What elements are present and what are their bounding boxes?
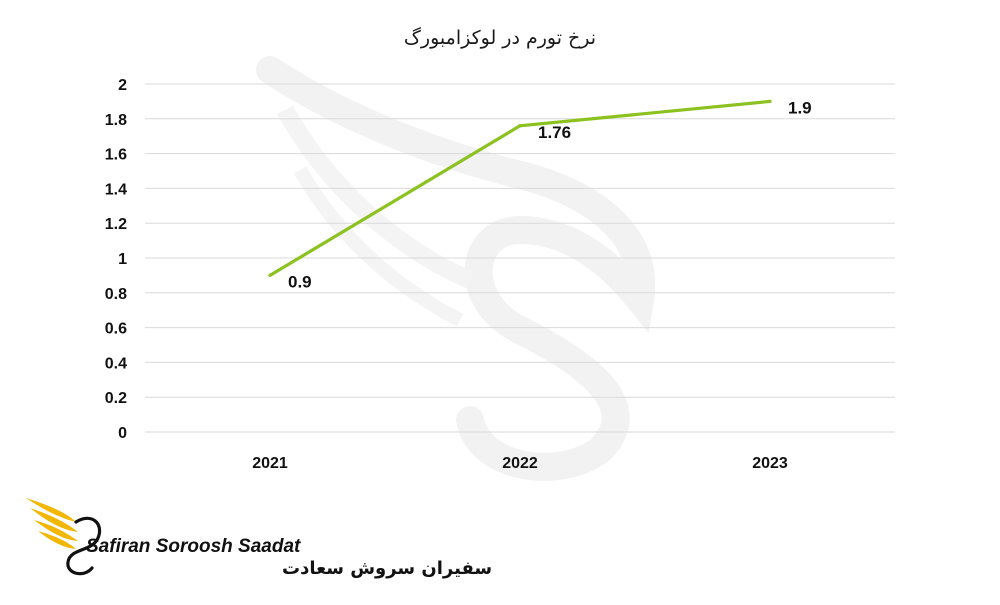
data-point — [768, 99, 772, 103]
data-point — [518, 124, 522, 128]
series-layer — [268, 99, 772, 277]
gridlines — [145, 83, 895, 433]
y-tick-label: 1.4 — [105, 181, 127, 198]
data-label: 0.9 — [288, 272, 312, 291]
y-tick-label: 0.2 — [105, 390, 127, 407]
wing-icon — [26, 498, 102, 576]
x-tick-label: 2023 — [752, 455, 788, 472]
brand-name-persian: سفیران سروش سعادت — [282, 558, 492, 579]
y-tick-label: 2 — [118, 77, 127, 94]
y-tick-label: 1.8 — [105, 112, 127, 129]
y-tick-label: 1 — [118, 251, 127, 268]
data-label: 1.76 — [538, 123, 571, 142]
y-tick-label: 0 — [118, 425, 127, 442]
y-tick-label: 0.8 — [105, 286, 127, 303]
y-tick-label: 0.4 — [105, 355, 127, 372]
data-point — [268, 273, 272, 277]
x-axis-ticks: 2021 2022 2023 — [252, 455, 788, 472]
x-tick-label: 2021 — [252, 455, 288, 472]
y-axis-ticks: 0 0.2 0.4 0.6 0.8 1 1.2 1.4 1.6 1.8 2 — [105, 77, 127, 442]
x-tick-label: 2022 — [502, 455, 538, 472]
brand-name-english: Safiran Soroosh Saadat — [86, 536, 301, 557]
y-tick-label: 1.6 — [105, 147, 127, 164]
chart-title: نرخ تورم در لوکزامبورگ — [404, 27, 596, 49]
data-label: 1.9 — [788, 98, 812, 117]
watermark-logo — [256, 56, 656, 481]
y-tick-label: 1.2 — [105, 216, 127, 233]
brand-logo: Safiran Soroosh Saadat سفیران سروش سعادت — [26, 498, 492, 579]
data-labels: 0.9 1.76 1.9 — [288, 98, 812, 291]
y-tick-label: 0.6 — [105, 321, 127, 338]
